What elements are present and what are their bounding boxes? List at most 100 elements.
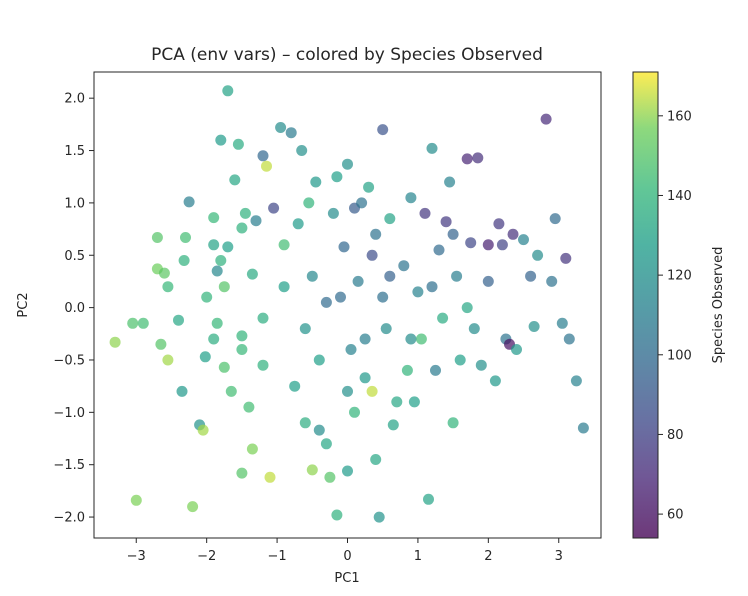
scatter-point [257,312,269,324]
scatter-point [377,124,389,136]
scatter-point [236,344,248,355]
scatter-point [412,286,424,298]
scatter-point [197,424,209,436]
scatter-point [419,207,431,219]
scatter-point [236,222,248,234]
y-tick-label: 0.0 [64,301,85,316]
colorbar-tick-label: 120 [667,269,692,284]
scatter-point [556,317,568,329]
scatter-point [243,401,255,413]
scatter-point [359,372,371,384]
scatter-point [549,213,561,225]
scatter-point [447,417,459,429]
scatter-point [511,344,522,355]
scatter-point [349,406,360,418]
scatter-point [275,122,287,133]
x-axis-label: PC1 [334,571,359,586]
scatter-points [109,85,589,523]
scatter-point [387,419,399,431]
scatter-point [461,302,473,314]
scatter-point [370,228,382,240]
scatter-point [257,359,269,371]
scatter-point [423,493,434,505]
scatter-point [352,275,364,287]
scatter-point [201,291,213,303]
scatter-point [229,174,241,186]
scatter-point [454,354,466,366]
scatter-point [472,152,484,164]
scatter-point [528,321,540,332]
scatter-point [366,385,378,397]
scatter-point [208,212,220,224]
x-tick-label: 2 [484,549,492,564]
scatter-point [426,142,438,154]
scatter-point [285,127,297,139]
y-axis-label: PC2 [16,292,31,317]
scatter-point [384,270,396,282]
scatter-point [299,323,311,335]
x-tick-label: 1 [414,549,422,564]
scatter-point [236,330,248,342]
x-tick-label: −1 [267,549,286,564]
scatter-point [289,380,301,392]
scatter-point [173,314,184,326]
y-tick-label: 1.5 [64,144,85,159]
scatter-point [489,375,501,387]
scatter-point [415,333,427,345]
scatter-point [525,270,537,282]
scatter-point [162,281,174,293]
scatter-point [178,255,190,266]
scatter-point [437,312,449,324]
scatter-point [313,354,325,366]
scatter-point [370,454,382,465]
scatter-point [398,260,410,272]
scatter-point [215,134,227,146]
colorbar-tick-label: 100 [667,348,692,363]
scatter-point [359,333,371,345]
scatter-point [310,176,322,188]
scatter-point [405,192,417,204]
colorbar-ticks: 60 80 100 120 140 160 [658,109,692,523]
scatter-point [482,275,494,287]
scatter-point [250,215,262,227]
scatter-point [211,317,223,329]
scatter-point [335,291,346,303]
scatter-point [261,160,272,172]
scatter-point [345,344,357,355]
scatter-point [236,467,248,479]
scatter-point [299,417,311,429]
scatter-point [560,252,572,264]
scatter-point [162,354,174,366]
y-tick-label: 0.5 [64,249,85,264]
scatter-point [440,216,452,228]
scatter-point [546,275,558,287]
scatter-point [577,422,589,434]
scatter-point [331,509,343,521]
colorbar-tick-label: 140 [667,189,692,204]
x-tick-label: 3 [555,549,563,564]
x-tick-label: −2 [197,549,216,564]
scatter-point [540,113,552,125]
scatter-point [199,351,211,363]
scatter-point [211,265,223,277]
scatter-point [342,158,353,170]
scatter-point [155,338,167,350]
x-tick-label: 0 [343,549,351,564]
scatter-point [268,202,280,214]
scatter-point [320,296,332,308]
scatter-point [563,333,575,345]
scatter-point [130,494,142,506]
scatter-point [292,218,304,230]
y-tick-label: −2.0 [53,511,85,526]
scatter-point [426,281,438,293]
scatter-point [222,85,234,97]
scatter-point [342,385,353,397]
scatter-point [176,385,188,397]
scatter-point [225,385,237,397]
scatter-point [377,291,389,303]
scatter-point [137,317,149,329]
scatter-point [327,207,339,219]
x-axis-ticks: −3 −2 −1 0 1 2 3 [127,538,563,564]
scatter-point [380,323,392,335]
scatter-point [468,323,480,335]
